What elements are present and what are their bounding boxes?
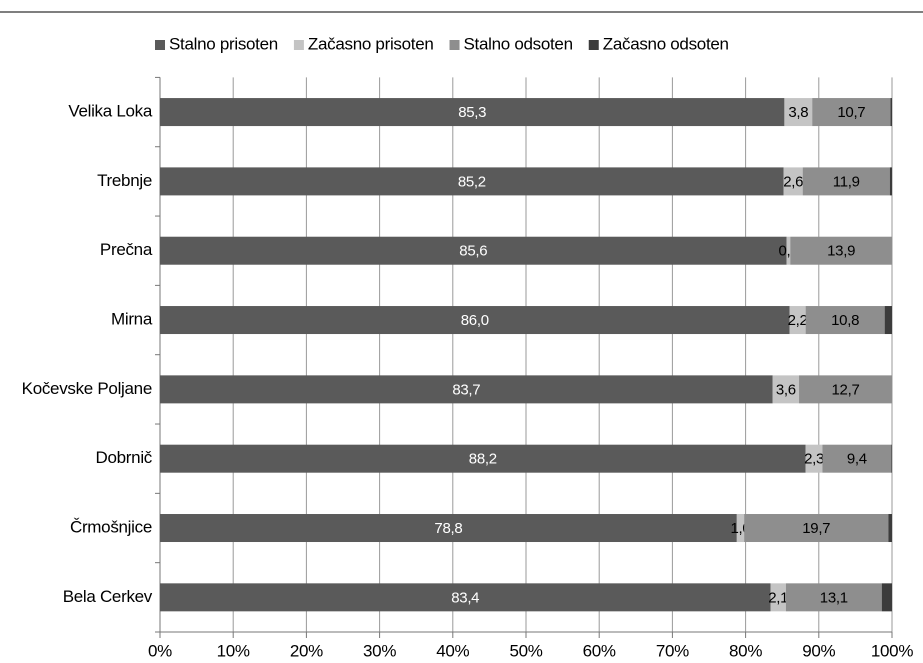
- bar-segment: [799, 375, 892, 404]
- bar-segment: [784, 98, 813, 127]
- bar-segment: [783, 167, 803, 196]
- y-tick-label: Bela Cerkev: [63, 587, 153, 606]
- bar-segment: [890, 98, 892, 127]
- bar-segment: [772, 375, 800, 404]
- data-label: 13,9: [827, 243, 855, 260]
- x-tick-label: 70%: [656, 641, 689, 660]
- y-tick-label: Prečna: [100, 240, 153, 259]
- bar-segment: [881, 583, 892, 612]
- data-label: 2,3: [804, 451, 824, 468]
- data-label: 83,7: [452, 381, 480, 398]
- x-tick-label: 0%: [148, 641, 172, 660]
- bar-segment: [889, 167, 892, 196]
- x-tick-label: 50%: [509, 641, 542, 660]
- bar-segment: [884, 306, 892, 335]
- bar-segment: [805, 306, 885, 335]
- x-tick-label: 10%: [217, 641, 250, 660]
- bar-segment: [160, 98, 785, 127]
- data-label: 2,6: [783, 173, 803, 190]
- bar-segment: [160, 306, 790, 335]
- data-label: 2,2: [788, 312, 808, 329]
- x-tick-label: 60%: [583, 641, 616, 660]
- data-label: 10,7: [837, 104, 865, 121]
- data-label: 3,8: [788, 104, 808, 121]
- bar-segment: [812, 98, 891, 127]
- bar-segment: [160, 167, 784, 196]
- legend-swatch: [588, 40, 599, 50]
- bar-segment: [805, 444, 823, 473]
- y-tick-label: Črmošnjice: [70, 517, 152, 536]
- bar-segment: [790, 236, 892, 265]
- x-tick-label: 40%: [436, 641, 469, 660]
- x-tick-label: 100%: [871, 641, 913, 660]
- legend-label: Stalno odsoten: [464, 34, 573, 53]
- bar-segment: [785, 583, 882, 612]
- legend-label: Začasno prisoten: [308, 34, 434, 53]
- bar-segment: [160, 514, 737, 543]
- y-tick-label: Velika Loka: [68, 102, 152, 121]
- data-label: 3,6: [776, 381, 796, 398]
- data-label: 88,2: [469, 451, 497, 468]
- data-label: 9,4: [847, 451, 867, 468]
- data-label: 10,8: [831, 312, 859, 329]
- data-label: 11,9: [833, 173, 860, 190]
- data-label: 13,1: [820, 589, 848, 606]
- bar-segment: [786, 236, 791, 265]
- data-label: 78,8: [434, 520, 462, 537]
- data-label: 85,2: [458, 173, 486, 190]
- data-label: 86,0: [461, 312, 489, 329]
- y-tick-label: Trebnje: [97, 171, 152, 190]
- bar-segment: [822, 444, 892, 473]
- data-label: 85,3: [458, 104, 486, 121]
- y-tick-label: Dobrnič: [96, 448, 153, 467]
- bar-segment: [160, 583, 771, 612]
- x-tick-label: 20%: [290, 641, 323, 660]
- bar-segment: [888, 514, 892, 543]
- data-label: 83,4: [451, 589, 479, 606]
- bar-segment: [891, 444, 892, 473]
- x-tick-label: 80%: [729, 641, 762, 660]
- legend-swatch: [155, 40, 165, 50]
- bar-segment: [160, 236, 787, 265]
- bar-segment: [736, 514, 745, 543]
- bar-segment: [789, 306, 806, 335]
- y-tick-label: Kočevske Poljane: [22, 379, 152, 398]
- legend-label: Stalno prisoten: [169, 34, 278, 53]
- legend-swatch: [293, 40, 304, 50]
- x-tick-label: 90%: [802, 641, 835, 660]
- data-label: 12,7: [832, 381, 860, 398]
- data-label: 19,7: [802, 520, 830, 537]
- bar-segment: [160, 444, 806, 473]
- data-label: 85,6: [459, 243, 487, 260]
- y-tick-label: Mirna: [111, 310, 153, 329]
- legend-swatch: [449, 40, 460, 50]
- data-label: 2,1: [768, 589, 788, 606]
- bar-segment: [744, 514, 889, 543]
- x-tick-label: 30%: [363, 641, 396, 660]
- bar-segment: [802, 167, 890, 196]
- legend-label: Začasno odsoten: [603, 34, 729, 53]
- bar-segment: [160, 375, 773, 404]
- bar-segment: [770, 583, 786, 612]
